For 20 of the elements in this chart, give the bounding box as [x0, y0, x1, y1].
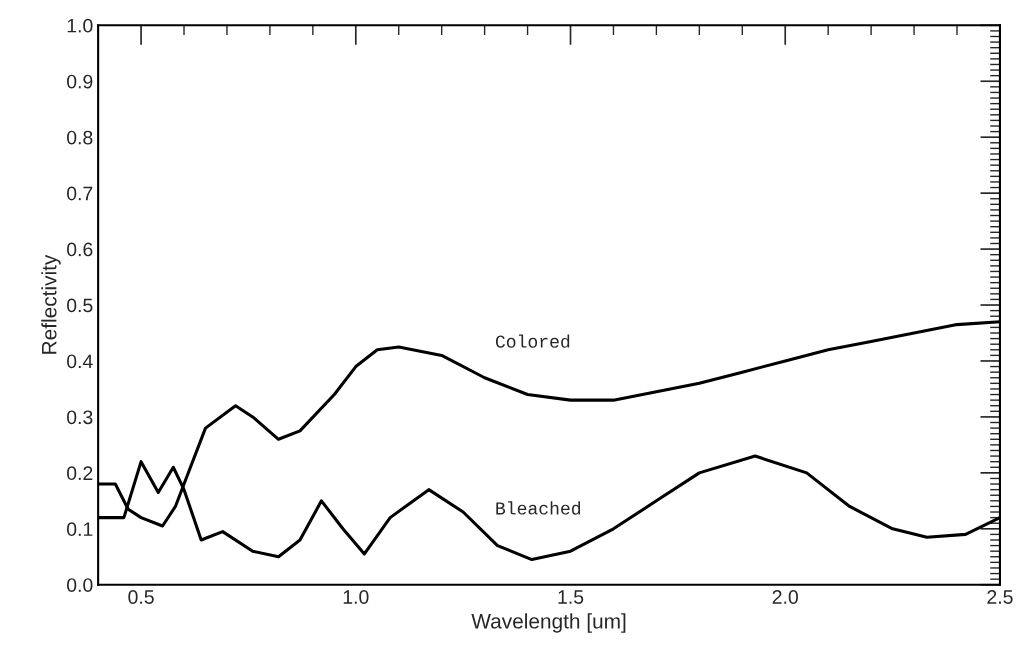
series-label: Colored [495, 334, 570, 348]
x-tick-label: 2.0 [772, 590, 798, 604]
y-tick-label: 0.1 [67, 522, 93, 537]
y-tick-label: 0.6 [67, 242, 93, 257]
y-tick-label: 0.8 [67, 130, 93, 145]
y-tick-label: 0.9 [67, 74, 93, 89]
series-label: Bleached [496, 501, 581, 515]
y-tick-label: 0.3 [67, 410, 93, 425]
x-tick-label: 1.5 [558, 590, 584, 604]
y-tick-label: 0.7 [67, 186, 93, 201]
y-tick-label: 0.4 [67, 354, 93, 369]
y-axis-title: Reflectivity [41, 254, 61, 354]
x-tick-label: 2.5 [987, 590, 1013, 604]
y-tick-label: 0.2 [67, 466, 93, 481]
y-tick-label: 0.0 [67, 578, 93, 592]
y-tick-label: 1.0 [67, 18, 93, 33]
x-tick-label: 0.5 [128, 590, 154, 604]
x-axis-title: Wavelength [um] [471, 613, 626, 633]
y-tick-label: 0.5 [67, 298, 93, 313]
x-tick-label: 1.0 [343, 590, 369, 604]
